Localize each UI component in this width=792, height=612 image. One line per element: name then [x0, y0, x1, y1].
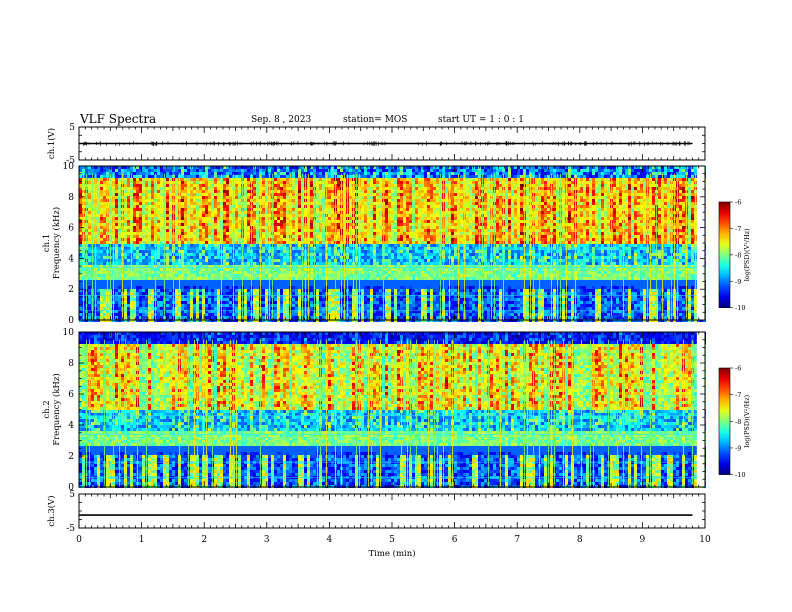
panel-ch2-spectrogram-colorbar-label-text: log(PSD)(V²/Hz) — [743, 394, 751, 447]
start-time-label: start UT = 1 : 0 : 1 — [438, 115, 524, 125]
panel-ch1-voltage-ytick-label: 5 — [69, 123, 75, 133]
panel-ch2-spectrogram-ytick-label: 8 — [68, 359, 74, 369]
panel-ch2-spectrogram-ytick-label: 10 — [63, 328, 75, 338]
panel-ch2-spectrogram-colorbar-label: log(PSD)(V²/Hz) — [743, 394, 751, 447]
x-axis-tick-label: 10 — [699, 535, 711, 545]
panel-ch2-spectrogram-colorbar-tick-label: -8 — [735, 418, 741, 426]
panel-ch1-spectrogram-ytick-label: 0 — [68, 316, 74, 326]
chart-title: VLF Spectra — [80, 112, 156, 126]
x-axis-label: Time (min) — [368, 548, 415, 559]
panel-ch1-voltage-ylabel-line: ch.1(V) — [46, 128, 57, 159]
panel-ch1-spectrogram-ytick-label: 10 — [63, 162, 75, 172]
station-label: station= MOS — [343, 115, 407, 125]
panel-ch1-spectrogram-colorbar — [718, 201, 731, 308]
panel-ch2-spectrogram-ytick-label: 6 — [68, 390, 74, 400]
x-axis-tick-label: 6 — [452, 535, 458, 545]
panel-ch1-spectrogram-ytick-label: 4 — [68, 254, 74, 264]
panel-ch1-spectrogram-image — [79, 166, 706, 322]
x-axis-tick-label: 5 — [389, 535, 395, 545]
panel-ch2-spectrogram-colorbar-tick-label: -9 — [735, 444, 741, 452]
panel-ch1-spectrogram-ytick-label: 2 — [68, 285, 74, 295]
x-axis-tick-label: 3 — [264, 535, 270, 545]
panel-ch1-spectrogram-colorbar-tick-label: -9 — [735, 278, 741, 286]
panel-ch1-spectrogram-colorbar-label: log(PSD)(V²/Hz) — [743, 228, 751, 281]
panel-ch3-voltage-ytick-label: -5 — [66, 524, 75, 534]
panel-ch1-spectrogram-ylabel: ch.1 Frequency (kHz) — [42, 207, 62, 279]
panel-ch3-voltage-ytick-label: 5 — [69, 490, 75, 500]
panel-ch2-spectrogram-colorbar — [718, 367, 731, 475]
panel-ch2-spectrogram-colorbar-tick-label: -7 — [735, 391, 741, 399]
panel-ch1-spectrogram-colorbar-tick-label: -7 — [735, 225, 741, 233]
panel-ch2-spectrogram-ytick-label: 0 — [68, 483, 74, 493]
panel-ch1-spectrogram-ylabel-line: ch.1 — [42, 234, 52, 252]
panel-ch1-spectrogram-colorbar-label-text: log(PSD)(V²/Hz) — [743, 228, 751, 281]
panel-ch2-spectrogram-image — [79, 332, 706, 488]
panel-ch2-spectrogram-ytick-label: 2 — [68, 452, 74, 462]
panel-ch2-spectrogram-ylabel: ch.2 Frequency (kHz) — [42, 373, 62, 445]
panel-ch2-spectrogram-colorbar-tick-label: -10 — [735, 471, 745, 479]
x-axis-tick-label: 2 — [201, 535, 207, 545]
x-axis-tick-label: 9 — [640, 535, 646, 545]
panel-ch1-voltage-ytick-label: -5 — [66, 156, 75, 166]
x-axis-tick-label: 7 — [514, 535, 520, 545]
date-label: Sep. 8 , 2023 — [251, 115, 311, 125]
panel-ch1-voltage-ylabel: ch.1(V) — [46, 128, 57, 159]
panel-ch2-spectrogram-ytick-label: 4 — [68, 421, 74, 431]
panel-ch1-spectrogram-colorbar-tick-label: -8 — [735, 251, 741, 259]
x-axis-tick-label: 0 — [76, 535, 82, 545]
panel-ch1-spectrogram-ylabel-line: Frequency (kHz) — [51, 207, 62, 279]
panel-ch2-spectrogram-colorbar-tick-label: -6 — [735, 365, 741, 373]
panel-ch2-spectrogram-ylabel-line: ch.2 — [42, 400, 52, 418]
panel-ch1-spectrogram-ytick-label: 6 — [68, 224, 74, 234]
x-axis-tick-label: 8 — [577, 535, 583, 545]
panel-ch1-spectrogram-colorbar-tick-label: -6 — [735, 199, 741, 207]
panel-ch1-spectrogram-ytick-label: 8 — [68, 193, 74, 203]
x-axis-tick-label: 4 — [327, 535, 333, 545]
panel-ch2-spectrogram-ylabel-line: Frequency (kHz) — [51, 373, 62, 445]
x-axis-tick-label: 1 — [139, 535, 145, 545]
panel-ch3-voltage-ylabel: ch.3(V) — [46, 495, 57, 526]
panel-ch3-voltage-ylabel-line: ch.3(V) — [46, 495, 57, 526]
panel-ch1-spectrogram-colorbar-tick-label: -10 — [735, 304, 745, 312]
